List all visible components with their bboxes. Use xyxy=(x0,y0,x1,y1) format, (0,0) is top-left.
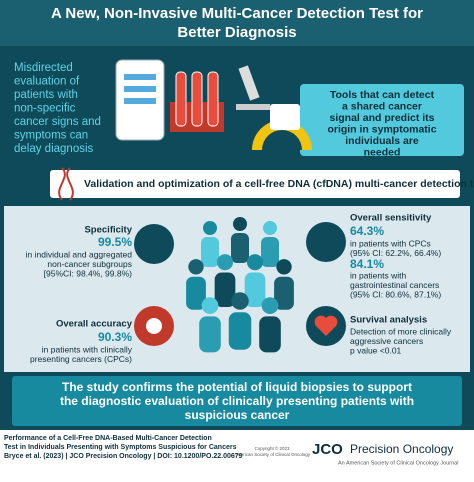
problem-text: Misdirected xyxy=(14,62,73,74)
result-value: 99.5% xyxy=(98,235,132,249)
specificity-icon xyxy=(134,224,174,264)
conclusion-box xyxy=(12,376,462,426)
gauge-inner xyxy=(262,130,302,150)
problem-text: patients with xyxy=(14,89,78,101)
person-body xyxy=(228,312,252,350)
banner-box xyxy=(50,170,460,198)
problem-text: non-specific xyxy=(14,103,76,115)
dna-icon xyxy=(58,167,74,201)
sensitivity-icon xyxy=(306,222,346,262)
tube-icon xyxy=(207,71,219,127)
result-text: Detection of more clinically xyxy=(350,326,452,336)
result-value: 64.3% xyxy=(350,224,384,238)
person-head xyxy=(216,254,234,271)
result-text: in patients with clinically xyxy=(42,344,133,354)
needs-text: individuals are xyxy=(345,135,419,147)
result-text: presenting cancers (CPCs) xyxy=(30,354,132,364)
person-head xyxy=(276,259,292,275)
needs-text: a shared cancer xyxy=(342,100,422,112)
person-head xyxy=(263,221,277,235)
conclusion-text: The study confirms the potential of liqu… xyxy=(62,380,412,394)
person-body xyxy=(259,316,281,353)
person-head xyxy=(231,292,249,310)
citation-text: Test in Individuals Presenting with Symp… xyxy=(4,444,237,451)
person-body xyxy=(186,276,206,310)
heart-icon xyxy=(314,315,338,336)
needs-text: Tools that can detect xyxy=(330,89,435,101)
conclusion-text: suspicious cancer xyxy=(185,408,290,422)
person-body xyxy=(201,237,219,267)
phone-line xyxy=(124,74,156,80)
problem-text: evaluation of xyxy=(14,76,80,88)
citation-text: Performance of a Cell-Free DNA-Based Mul… xyxy=(4,435,212,442)
citation-text: Bryce et al. (2023) | JCO Precision Onco… xyxy=(4,453,243,460)
result-title: Survival analysis xyxy=(350,315,427,326)
person-head xyxy=(188,259,204,275)
clipboard-icon xyxy=(270,104,300,130)
person-body xyxy=(199,316,221,353)
person-body xyxy=(244,272,266,308)
title: Better Diagnosis xyxy=(177,24,296,41)
person-head xyxy=(261,297,279,314)
result-title: Overall accuracy xyxy=(56,319,133,330)
person-body xyxy=(214,272,236,308)
result-text: in patients with CPCs xyxy=(350,238,431,248)
title: A New, Non-Invasive Multi-Cancer Detecti… xyxy=(51,5,423,22)
result-value: 90.3% xyxy=(98,330,132,344)
person-body xyxy=(231,233,249,263)
needs-text: signal and predict its xyxy=(329,112,434,124)
problem-text: symptoms can xyxy=(14,130,88,142)
target-center xyxy=(146,318,162,334)
result-text: in patients with xyxy=(350,270,406,280)
result-text: [95%CI: 98.4%, 99.8%) xyxy=(44,268,133,278)
result-text: in individual and aggregated xyxy=(26,249,133,259)
microscope-base xyxy=(236,104,270,110)
needs-text: needed xyxy=(364,146,401,158)
person-head xyxy=(246,254,264,271)
copyright-text: American Society of Clinical Oncology xyxy=(234,452,311,457)
phone-line xyxy=(124,98,156,104)
result-title: Specificity xyxy=(84,225,132,236)
result-text: (95% CI: 62.2%, 66.4%) xyxy=(350,248,441,258)
needs-text: origin in symptomatic xyxy=(327,123,436,135)
phone-line xyxy=(124,86,156,92)
result-text: aggressive cancers xyxy=(350,336,423,346)
problem-text: delay diagnosis xyxy=(14,143,94,155)
microscope-icon xyxy=(238,65,260,101)
person-head xyxy=(201,297,219,314)
banner-text: Validation and optimization of a cell-fr… xyxy=(84,178,474,190)
person-head xyxy=(233,217,247,231)
person-head xyxy=(203,221,217,235)
journal-sub: An American Society of Clinical Oncology… xyxy=(338,460,458,466)
result-text: (95% CI: 80.6%, 87.1%) xyxy=(350,289,441,299)
result-title: Overall sensitivity xyxy=(350,213,432,224)
people-group xyxy=(186,217,294,353)
tube-icon xyxy=(175,71,187,127)
copyright-text: Copyright © 2023 xyxy=(254,445,290,451)
journal-logo: JCO xyxy=(312,441,343,458)
result-text: gastrointestinal cancers xyxy=(350,280,439,290)
conclusion-text: the diagnostic evaluation of clinically … xyxy=(60,394,414,408)
needs-box xyxy=(300,84,464,156)
result-value: 84.1% xyxy=(350,257,384,271)
person-body xyxy=(274,276,294,310)
result-text: p value <0.01 xyxy=(350,345,402,355)
person-body xyxy=(261,237,279,267)
result-text: non-cancer subgroups xyxy=(47,259,132,269)
journal-name: Precision Oncology xyxy=(350,442,453,456)
tube-icon xyxy=(191,71,203,127)
problem-text: cancer signs and xyxy=(14,116,101,128)
header-band xyxy=(0,0,474,46)
footer-band xyxy=(0,430,474,482)
